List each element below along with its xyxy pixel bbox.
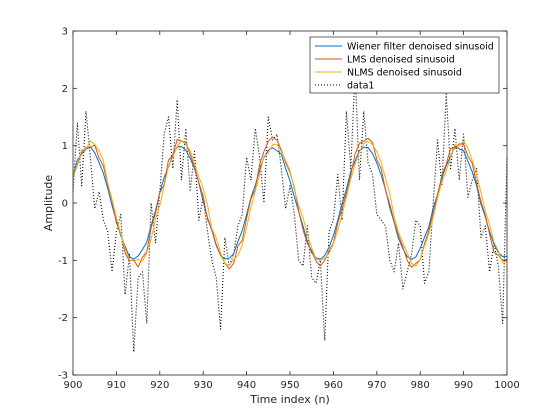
y-tick-label: 3	[62, 27, 68, 38]
y-tick-label: 0	[62, 199, 68, 210]
x-tick-label: 980	[411, 380, 430, 391]
series-line-4	[72, 70, 508, 353]
legend-label-2: LMS denoised sinusoid	[347, 55, 455, 66]
x-tick-label: 960	[324, 380, 343, 391]
legend-entries: Wiener filter denoised sinusoid LMS denoi…	[315, 42, 494, 92]
x-axis-ticks: 900 910 920 930 940 950 960 970 980 990 1000	[63, 31, 520, 391]
x-tick-label: 910	[107, 380, 126, 391]
x-tick-label: 920	[150, 380, 169, 391]
x-tick-label: 930	[194, 380, 213, 391]
series-layer	[72, 70, 508, 353]
series-line-1	[72, 145, 508, 260]
y-tick-label: 2	[62, 84, 68, 95]
legend: Wiener filter denoised sinusoid LMS denoi…	[309, 36, 500, 94]
legend-label-3: NLMS denoised sinusoid	[347, 68, 462, 79]
series-line-3	[72, 140, 508, 267]
x-tick-label: 990	[454, 380, 473, 391]
y-axis-ticks: -3 -2 -1 0 1 2 3	[58, 27, 507, 382]
legend-label-1: Wiener filter denoised sinusoid	[347, 42, 494, 53]
x-tick-label: 970	[367, 380, 386, 391]
x-tick-label: 1000	[494, 380, 519, 391]
x-tick-label: 950	[280, 380, 299, 391]
y-axis-label: Amplitude	[42, 175, 55, 232]
y-tick-label: -2	[58, 313, 68, 324]
y-tick-label: -1	[58, 256, 68, 267]
y-tick-label: 1	[62, 141, 68, 152]
x-axis-label: Time index (n)	[249, 393, 330, 406]
y-tick-label: -3	[58, 371, 68, 382]
x-tick-label: 940	[237, 380, 256, 391]
x-tick-label: 900	[63, 380, 82, 391]
legend-label-4: data1	[347, 81, 374, 92]
